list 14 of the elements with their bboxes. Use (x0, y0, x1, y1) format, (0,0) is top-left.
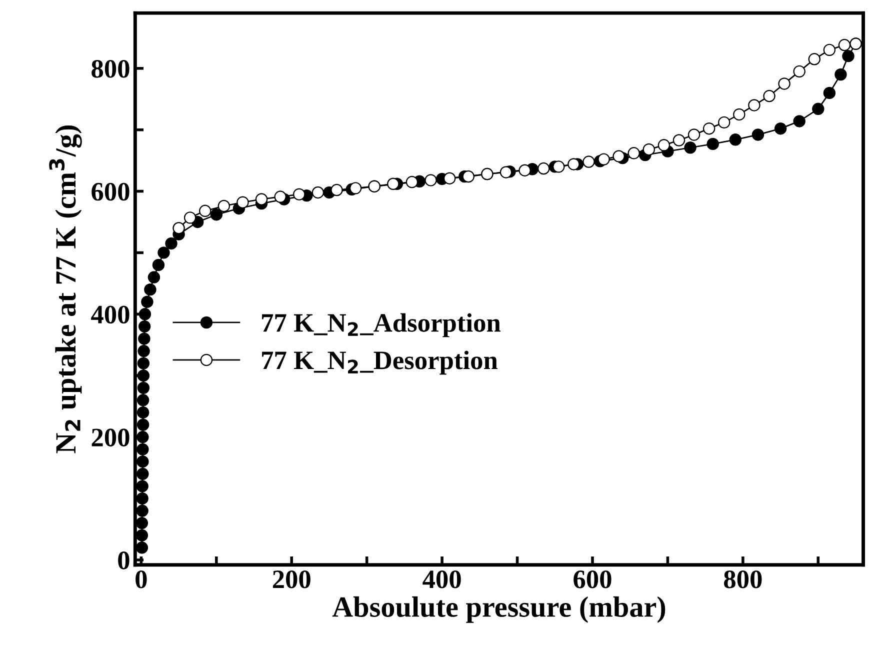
y-tick-label: 800 (92, 60, 130, 78)
x-axis-title: Absoulute pressure (mbar) (332, 596, 666, 623)
legend-label: 77 K_N$_{2}$_Adsorption (262, 313, 501, 338)
x-tick-label: 600 (574, 570, 612, 588)
y-tick-label: 400 (91, 306, 130, 324)
y-tick-label: 0 (118, 552, 130, 570)
x-tick-label: 0 (136, 570, 147, 588)
legend-label: 77 K_N$_{2}$_Desorption (262, 350, 498, 375)
x-tick-label: 400 (422, 570, 461, 588)
x-tick-label: 800 (724, 570, 762, 588)
x-tick-label: 200 (272, 570, 310, 588)
y-tick-label: 600 (92, 182, 130, 201)
y-tick-label: 200 (92, 428, 130, 446)
y-axis-title: N$_{2}$ uptake at 77 K (cm$^{3}$/g) (49, 126, 82, 454)
